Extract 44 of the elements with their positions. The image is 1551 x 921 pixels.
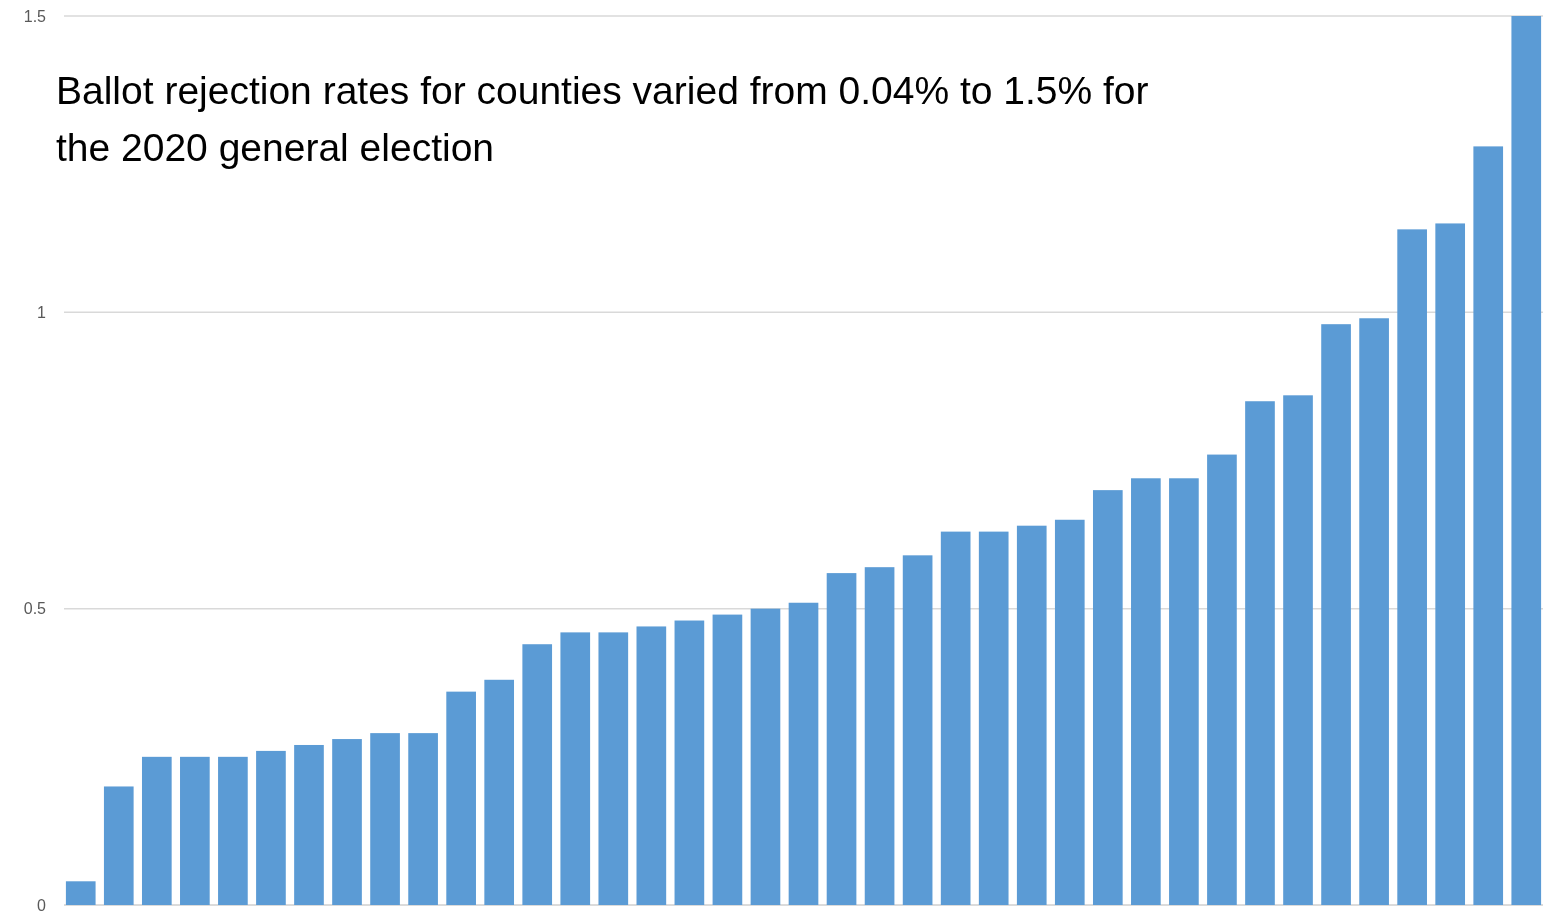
- bar: [484, 679, 515, 905]
- bar: [1092, 490, 1123, 905]
- bar: [522, 644, 553, 905]
- bar: [180, 756, 210, 905]
- bar: [636, 626, 667, 905]
- bar: [446, 691, 476, 905]
- y-tick-label: 0: [37, 896, 47, 914]
- bar: [1283, 395, 1313, 905]
- bar: [674, 620, 705, 905]
- y-tick-label: 1: [37, 303, 47, 321]
- bar: [1054, 519, 1085, 905]
- bar: [332, 739, 362, 905]
- bar: [1473, 146, 1504, 905]
- bar: [103, 786, 134, 905]
- bar: [598, 632, 629, 905]
- y-tick-label: 0.5: [23, 600, 47, 618]
- bar: [940, 531, 971, 905]
- bar: [408, 733, 438, 905]
- bar: [1207, 454, 1237, 905]
- bar: [826, 573, 857, 905]
- bar: [65, 881, 96, 905]
- bar: [1245, 401, 1275, 905]
- bar: [218, 756, 248, 905]
- bar: [1397, 229, 1427, 905]
- bar: [294, 744, 324, 905]
- bar: [712, 614, 743, 905]
- bar: [864, 567, 895, 905]
- bar: [978, 531, 1009, 905]
- bar: [141, 756, 172, 905]
- bar: [1169, 478, 1199, 905]
- bar: [1435, 223, 1466, 905]
- bar: [560, 632, 591, 905]
- bar: [1321, 324, 1351, 905]
- bar: [1016, 525, 1047, 905]
- text: Ballot rejection rates for counties varied from 0.04% to 1.5% for the 2020 general election: [56, 69, 1149, 169]
- bar: [1511, 16, 1542, 905]
- y-tick-label: 1.5: [23, 7, 47, 25]
- bar: [1359, 318, 1389, 905]
- bar: [1131, 478, 1161, 905]
- bar: [902, 555, 933, 905]
- bar: [750, 608, 781, 905]
- bar: [788, 602, 819, 905]
- bar: [256, 750, 286, 905]
- bar: [370, 733, 400, 905]
